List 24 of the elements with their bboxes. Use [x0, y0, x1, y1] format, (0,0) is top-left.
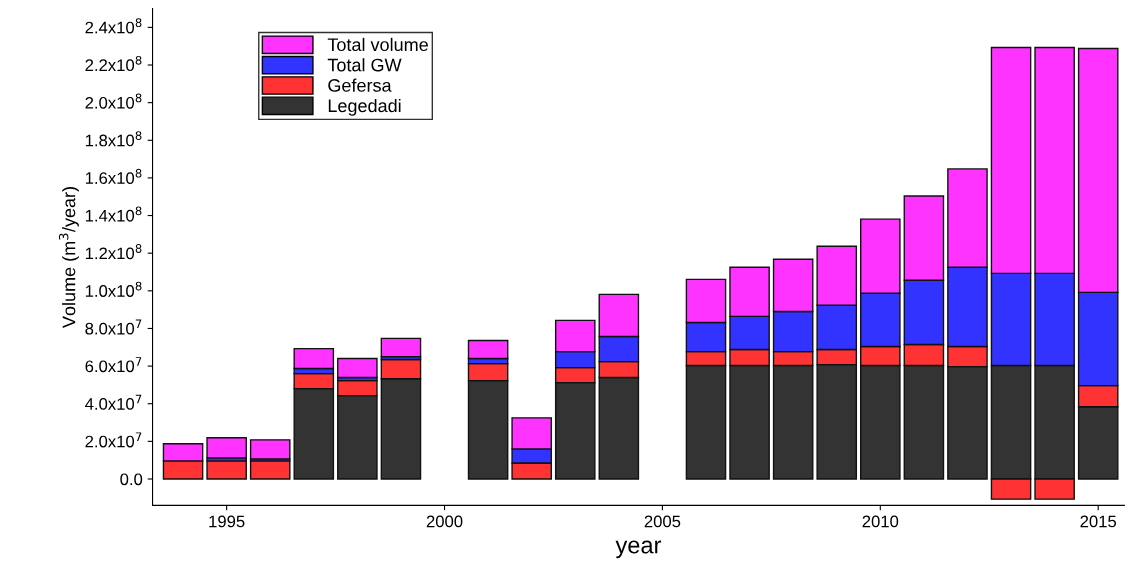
y-tick-label: 8.0x10$^{7}$ — [85, 319, 142, 335]
y-tick-label: 1.2x10$^{8}$ — [85, 244, 142, 260]
y-tick-label: 1.6x10$^{8}$ — [85, 168, 142, 184]
y-axis-title: Volume (m$^{3}$/year) — [58, 187, 79, 329]
x-axis-title: year — [615, 540, 662, 559]
legend-label: Total GW — [327, 58, 402, 72]
y-tick-label: 2.4x10$^{8}$ — [85, 18, 142, 34]
y-tick-label: 2.0x10$^{7}$ — [85, 432, 142, 448]
y-tick-label: 6.0x10$^{7}$ — [85, 357, 142, 373]
x-tick-label: 2010 — [862, 515, 899, 528]
y-tick-label: 4.0x10$^{7}$ — [85, 394, 142, 410]
y-tick-label: 1.8x10$^{8}$ — [85, 131, 142, 147]
y-tick-label: 1.0x10$^{8}$ — [85, 281, 142, 297]
legend-label: Total volume — [327, 37, 428, 52]
y-tick-label: 2.0x10$^{8}$ — [85, 93, 142, 109]
y-tick-label: 2.2x10$^{8}$ — [85, 55, 142, 72]
y-tick-label: 0.0 — [120, 473, 143, 486]
x-tick-label: 1995 — [209, 515, 245, 528]
x-tick-label: 2005 — [644, 515, 681, 528]
x-tick-label: 2015 — [1080, 515, 1117, 528]
legend-label: Legedadi — [328, 98, 401, 116]
legend-label: Gefersa — [328, 78, 392, 92]
x-tick-label: 2000 — [426, 515, 463, 528]
y-tick-label: 1.4x10$^{8}$ — [85, 206, 142, 222]
